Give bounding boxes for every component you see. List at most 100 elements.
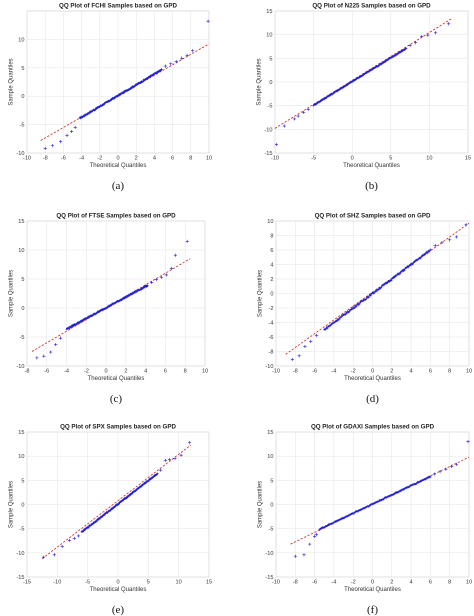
data-point: [76, 534, 81, 538]
x-tick-label: 0: [116, 580, 119, 586]
data-point: [308, 542, 312, 546]
reference-line: [285, 222, 470, 355]
x-tick-label: 8: [184, 369, 187, 375]
x-tick-label: 10: [466, 580, 472, 586]
data-point: [388, 280, 391, 283]
y-tick-label: -2: [269, 306, 274, 312]
data-point: [309, 339, 313, 343]
data-point: [155, 72, 158, 75]
data-point: [399, 272, 402, 275]
y-tick-label: 0: [21, 503, 24, 509]
data-point: [375, 290, 378, 293]
chart-title: QQ Plot of SPX Samples based on GPD: [60, 424, 176, 431]
x-tick-label: 2: [390, 580, 393, 586]
data-point: [116, 95, 119, 98]
y-tick-label: 10: [18, 248, 24, 254]
x-tick-label: 8: [448, 369, 451, 375]
data-point: [367, 296, 370, 299]
x-tick-label: 10: [426, 156, 432, 162]
panel-caption: (c): [110, 393, 123, 405]
x-tick-label: 2: [135, 156, 138, 162]
x-axis-label: Theoretical Quantiles: [343, 163, 400, 169]
data-point: [344, 313, 347, 316]
x-tick-label: -2: [84, 369, 89, 375]
data-point: [329, 94, 332, 97]
plot-area: [26, 220, 206, 367]
data-point: [314, 532, 319, 537]
y-tick-label: -5: [20, 527, 25, 533]
data-point: [340, 518, 343, 521]
data-point: [35, 356, 39, 360]
data-point: [296, 114, 300, 118]
data-point: [378, 64, 381, 67]
data-point: [358, 302, 361, 306]
x-tick-label: 6: [171, 156, 174, 162]
data-point: [49, 350, 53, 354]
chart-title: QQ Plot of FTSE Samples based on GPD: [56, 213, 176, 220]
y-tick-label: 0: [270, 292, 273, 298]
y-tick-label: 0: [269, 80, 272, 86]
y-tick-label: -15: [265, 575, 273, 581]
data-point: [163, 64, 167, 68]
x-axis-label: Theoretical Quantiles: [344, 587, 401, 593]
x-tick-label: 0: [371, 580, 374, 586]
y-tick-label: 15: [18, 219, 24, 225]
data-point: [173, 253, 177, 257]
data-point: [144, 481, 147, 485]
data-point: [330, 323, 333, 326]
y-tick-label: -15: [264, 151, 272, 157]
data-point: [187, 441, 192, 445]
data-point: [52, 553, 56, 557]
x-tick-label: -2: [351, 369, 356, 375]
y-axis-label: Sample Quantiles: [258, 270, 264, 317]
data-point: [433, 244, 437, 248]
y-tick-label: 10: [267, 454, 273, 460]
data-point: [396, 273, 399, 276]
data-point: [426, 33, 430, 37]
data-point: [274, 142, 279, 147]
data-point: [143, 286, 146, 289]
qq-panel-4: -10 -8 -6 -4 -2 0 2 4 6 8 10 -10 -8 -6 -4 -2 0 2 4 6 8 10 QQ P…: [258, 213, 473, 406]
y-tick-label: -4: [269, 321, 274, 327]
x-tick-label: 2: [124, 369, 127, 375]
x-tick-label: -6: [44, 369, 49, 375]
x-tick-label: 10: [202, 369, 208, 375]
data-point: [136, 83, 140, 86]
data-point: [159, 275, 164, 279]
data-point: [335, 319, 338, 323]
data-point: [185, 239, 189, 243]
data-point: [383, 283, 386, 286]
y-tick-label: 5: [269, 56, 272, 62]
data-point: [378, 500, 381, 503]
data-point: [397, 273, 401, 276]
x-tick-label: 6: [429, 369, 432, 375]
data-point: [440, 241, 444, 245]
y-tick-label: 5: [21, 277, 24, 283]
x-tick-label: -5: [85, 580, 90, 586]
data-point: [301, 110, 306, 114]
data-point: [423, 254, 426, 257]
y-tick-label: -15: [16, 575, 24, 581]
x-tick-label: -10: [53, 580, 61, 586]
data-point: [206, 19, 210, 23]
data-point: [352, 305, 355, 308]
data-point: [148, 478, 151, 482]
data-point: [429, 248, 432, 251]
data-point: [377, 288, 380, 291]
data-point: [123, 91, 126, 94]
x-tick-label: 0: [351, 156, 354, 162]
data-point: [336, 319, 340, 322]
y-tick-label: 5: [21, 66, 24, 72]
data-point: [282, 124, 286, 128]
data-point: [358, 301, 362, 304]
y-tick-label: 0: [21, 94, 24, 100]
y-tick-label: 0: [270, 503, 273, 509]
data-point: [326, 327, 329, 330]
x-axis-label: Theoretical Quantiles: [88, 376, 145, 382]
data-point: [401, 488, 404, 492]
data-point: [454, 462, 459, 466]
x-tick-label: 0: [105, 369, 108, 375]
data-point: [146, 77, 149, 80]
data-point: [103, 513, 106, 517]
